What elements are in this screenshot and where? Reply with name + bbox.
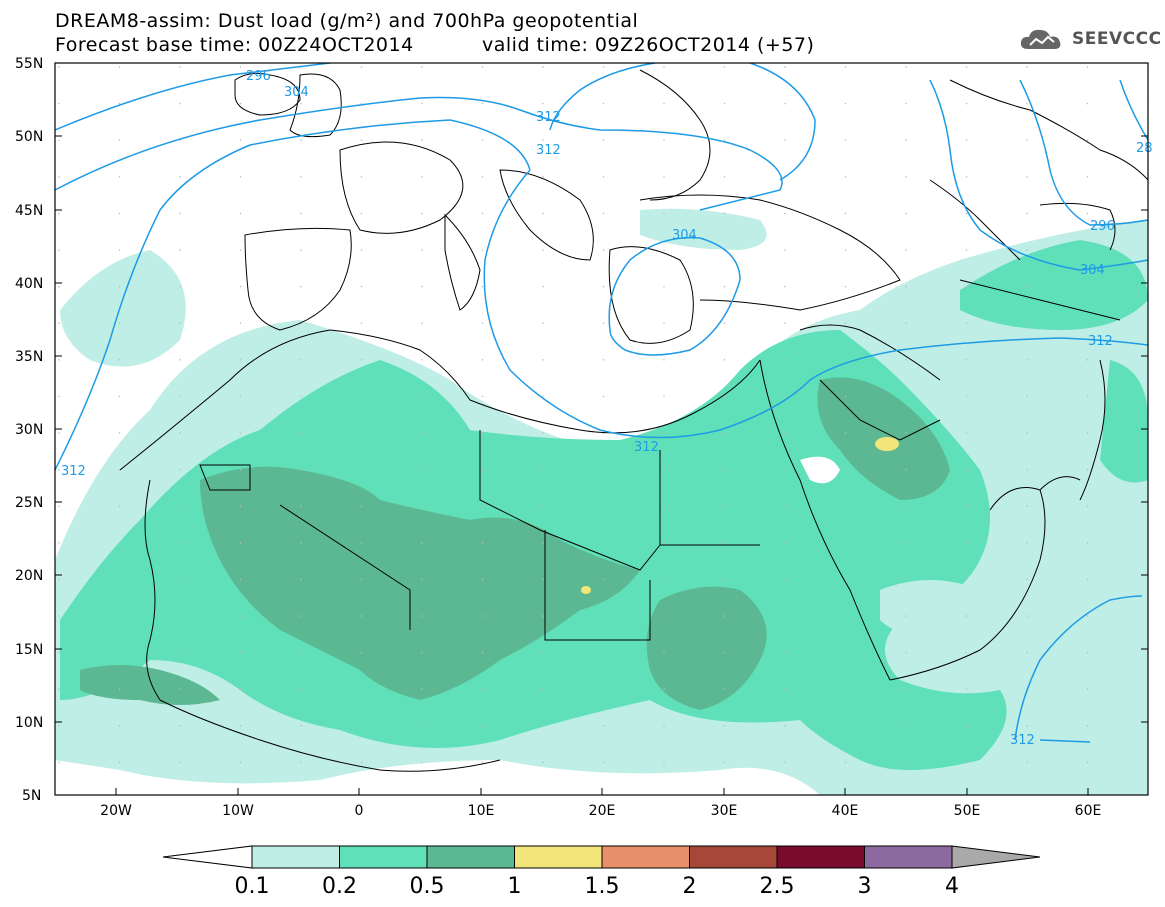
- lon-label: 30E: [711, 803, 738, 819]
- colorbar-segment: [514, 845, 603, 869]
- contour-label: 312: [61, 464, 86, 479]
- lon-label: 0: [355, 803, 364, 819]
- lat-label: 25N: [15, 495, 43, 511]
- colorbar-label: 0.5: [410, 874, 445, 899]
- lat-label: 40N: [15, 276, 43, 292]
- lat-label: 30N: [15, 422, 43, 438]
- contour-label: 304: [284, 85, 309, 100]
- lon-label: 10W: [222, 803, 254, 819]
- colorbar-label: 0.2: [322, 874, 357, 899]
- contour-label: 312: [1010, 733, 1035, 748]
- lon-label: 10E: [468, 803, 495, 819]
- contour-label: 296: [1090, 219, 1115, 234]
- colorbar-label: 3: [858, 874, 872, 899]
- coastlines: [119, 69, 1148, 772]
- lon-label: 50E: [954, 803, 981, 819]
- contour-label: 312: [536, 110, 561, 125]
- colorbar-label: 0.1: [235, 874, 270, 899]
- lat-label: 10N: [15, 715, 43, 731]
- map-title: DREAM8-assim: Dust load (g/m²) and 700hP…: [55, 10, 639, 32]
- lat-label: 50N: [15, 129, 43, 145]
- colorbar-label: 2.5: [760, 874, 795, 899]
- colorbar-high-arrow: [951, 845, 1041, 869]
- contour-label: 312: [536, 143, 561, 158]
- logo-text: SEEVCCC: [1072, 29, 1162, 49]
- colorbar-segment: [689, 845, 778, 869]
- forecast-base-time: Forecast base time: 00Z24OCT2014: [55, 34, 414, 56]
- lat-label: 5N: [22, 788, 41, 804]
- lon-label: 40E: [832, 803, 859, 819]
- valid-time: valid time: 09Z26OCT2014 (+57): [482, 34, 815, 56]
- latitude-labels: 55N 50N 45N 40N 35N 30N 25N 20N 15N 10N …: [15, 56, 43, 804]
- colorbar-segment: [864, 845, 953, 869]
- colorbar-label: 4: [945, 874, 959, 899]
- longitude-axis: [115, 788, 1089, 795]
- lat-label: 15N: [15, 642, 43, 658]
- contour-label: 296: [246, 69, 271, 84]
- cloud-icon: [1020, 29, 1061, 49]
- geopotential-contours: [55, 63, 1148, 743]
- colorbar-label: 2: [683, 874, 697, 899]
- lon-label: 20W: [100, 803, 132, 819]
- contour-label: 312: [1088, 334, 1113, 349]
- colorbar-segment: [251, 845, 340, 869]
- colorbar-segment: [339, 845, 428, 869]
- contour-labels: 296 304 312 312 312 304 312 312 296 304 …: [61, 69, 1153, 748]
- latitude-axis: [55, 62, 1148, 723]
- contour-label: 304: [672, 228, 697, 243]
- lat-label: 20N: [15, 568, 43, 584]
- contour-label: 304: [1080, 263, 1105, 278]
- lon-label: 60E: [1075, 803, 1102, 819]
- lat-label: 55N: [15, 56, 43, 72]
- colorbar-label: 1: [508, 874, 522, 899]
- colorbar-segment: [601, 845, 690, 869]
- colorbar-segment: [776, 845, 865, 869]
- colorbar-segment: [426, 845, 515, 869]
- colorbar: 0.1 0.2 0.5 1 1.5 2 2.5 3 4: [162, 845, 1041, 899]
- colorbar-low-arrow: [162, 845, 253, 869]
- lat-label: 45N: [15, 203, 43, 219]
- contour-label: 28: [1136, 141, 1153, 156]
- seevccc-logo: SEEVCCC: [1018, 24, 1162, 54]
- lat-label: 35N: [15, 349, 43, 365]
- longitude-labels: 20W 10W 0 10E 20E 30E 40E 50E 60E: [100, 803, 1101, 819]
- contour-label: 312: [634, 440, 659, 455]
- colorbar-label: 1.5: [585, 874, 620, 899]
- lon-label: 20E: [589, 803, 616, 819]
- graticule: [55, 63, 1148, 795]
